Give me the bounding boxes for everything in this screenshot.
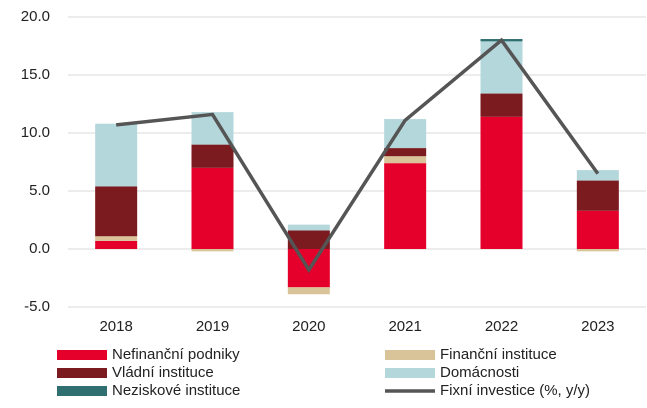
y-tick-label: 5.0 [29, 182, 50, 199]
bar-segment [384, 163, 427, 249]
bar-segment [191, 144, 234, 168]
legend-label: Fixní investice (%, y/y) [440, 382, 590, 399]
bar-segment [576, 170, 619, 181]
legend-label: Vládní instituce [112, 364, 214, 381]
legend-label: Domácnosti [440, 364, 519, 381]
bar-segment [576, 180, 619, 211]
y-tick-label: 15.0 [21, 66, 50, 83]
x-tick-label: 2021 [388, 318, 421, 335]
y-tick-label: 0.0 [29, 240, 50, 257]
line [115, 37, 600, 274]
bar-segment [576, 210, 619, 249]
bar-segment [480, 41, 523, 94]
y-tick-label: -5.0 [24, 298, 50, 315]
legend-label: Nefinanční podniky [112, 346, 240, 363]
y-tick-label: 20.0 [21, 8, 50, 25]
legend-swatch [57, 368, 107, 378]
bar-segment [287, 287, 330, 295]
x-tick-label: 2022 [485, 318, 518, 335]
x-tick-label: 2020 [292, 318, 325, 335]
bar-segment [95, 123, 138, 187]
bar-segment [576, 249, 619, 252]
bar-segment [95, 236, 138, 241]
bar-segment [95, 186, 138, 237]
bar-segment [384, 156, 427, 164]
legend-swatch [57, 350, 107, 360]
y-tick-label: 10.0 [21, 124, 50, 141]
legend-swatch [385, 350, 435, 360]
bar-segment [95, 240, 138, 249]
bar-segment [384, 148, 427, 157]
legend-label: Neziskové instituce [112, 382, 240, 399]
bar-segment [191, 167, 234, 249]
bar-segment [480, 93, 523, 117]
x-tick-label: 2023 [581, 318, 614, 335]
bar-segment [480, 116, 523, 249]
legend-swatch [385, 368, 435, 378]
bar-segment [287, 224, 330, 231]
x-tick-label: 2018 [99, 318, 132, 335]
x-tick-label: 2019 [196, 318, 229, 335]
bar-segment [287, 230, 330, 249]
legend-swatch [57, 386, 107, 396]
bar-segment [191, 249, 234, 252]
legend-label: Finanční instituce [440, 346, 557, 363]
